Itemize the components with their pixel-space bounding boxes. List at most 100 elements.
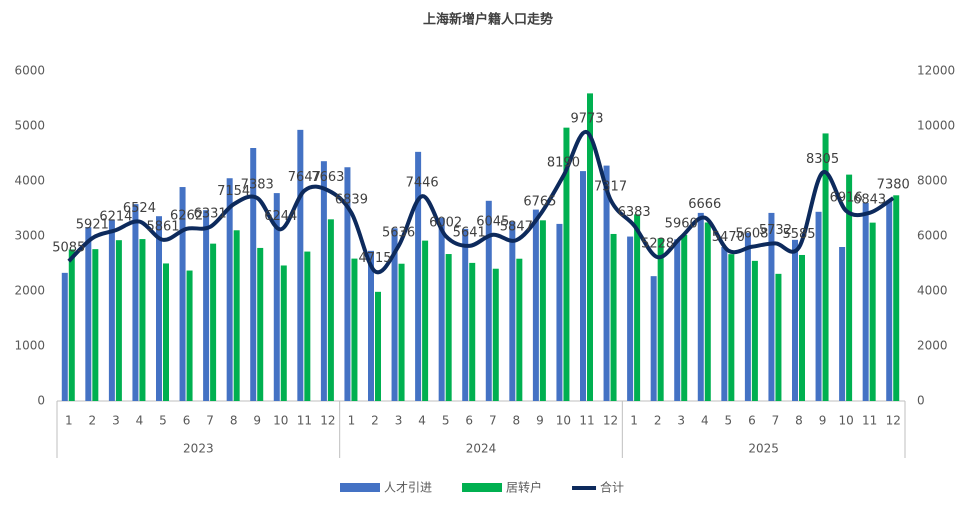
bar (375, 291, 381, 401)
y-tick-label: 5000 (14, 119, 45, 133)
data-label: 8190 (547, 155, 580, 170)
bar (297, 129, 304, 401)
x-tick-label: 11 (297, 414, 312, 428)
data-label: 5641 (453, 225, 486, 240)
bar (822, 133, 829, 402)
data-label: 7663 (311, 170, 344, 185)
x-tick-label: 6 (748, 414, 756, 428)
bar (422, 240, 429, 401)
bar (485, 200, 492, 401)
bar (674, 239, 681, 401)
x-tick-label: 7 (489, 414, 497, 428)
x-group-label: 2024 (466, 442, 497, 456)
x-tick-label: 9 (253, 414, 261, 428)
y2-tick-label: 6000 (917, 229, 948, 243)
y2-tick-label: 2000 (917, 339, 948, 353)
data-label: 6916 (830, 190, 863, 205)
bar (704, 222, 711, 401)
x-tick-label: 7 (772, 414, 780, 428)
legend-label: 合计 (600, 480, 624, 495)
data-label: 4715 (358, 251, 391, 266)
bar (657, 238, 664, 401)
y2-tick-label: 8000 (917, 174, 948, 188)
y-tick-label: 6000 (14, 64, 45, 78)
x-tick-label: 1 (348, 414, 356, 428)
bar (233, 230, 240, 401)
bar (681, 234, 688, 401)
legend-swatch (462, 483, 503, 492)
data-label: 5861 (146, 219, 179, 234)
data-label: 6002 (429, 215, 462, 230)
data-label: 6839 (335, 192, 368, 207)
data-label: 5585 (782, 227, 815, 242)
bar (862, 203, 869, 401)
x-tick-label: 12 (320, 414, 335, 428)
data-label: 7383 (241, 177, 274, 192)
data-label: 5228 (641, 237, 674, 252)
bar (697, 212, 704, 401)
bar (156, 216, 162, 401)
x-tick-label: 4 (418, 414, 426, 428)
bar (886, 200, 893, 401)
y2-tick-label: 4000 (917, 284, 948, 298)
data-label: 6383 (618, 205, 651, 220)
y2-tick-label: 0 (917, 394, 925, 408)
y2-tick-label: 10000 (917, 119, 955, 133)
bar (775, 273, 782, 401)
data-label: 6331 (194, 206, 227, 221)
y-tick-label: 3000 (14, 229, 45, 243)
bar (815, 211, 822, 401)
bar (556, 223, 563, 401)
bar (61, 272, 68, 401)
bar (210, 243, 217, 401)
bar (327, 219, 334, 401)
bar (273, 193, 280, 401)
data-label: 7647 (288, 170, 321, 185)
bar (85, 227, 92, 401)
bar (532, 209, 539, 401)
data-label: 7446 (406, 176, 439, 191)
y-tick-label: 0 (37, 394, 45, 408)
bar (846, 174, 853, 401)
x-tick-label: 11 (579, 414, 594, 428)
y-tick-label: 1000 (14, 339, 45, 353)
x-tick-label: 4 (701, 414, 709, 428)
legend-label: 居转户 (506, 480, 542, 495)
x-tick-label: 9 (819, 414, 827, 428)
bar (186, 270, 193, 401)
data-label: 5921 (76, 218, 109, 233)
bar (139, 239, 146, 401)
legend-label: 人才引进 (384, 481, 432, 495)
x-tick-label: 12 (603, 414, 618, 428)
bar (650, 276, 657, 401)
bar (839, 247, 846, 401)
x-tick-label: 10 (838, 414, 853, 428)
data-label: 6214 (99, 210, 132, 225)
x-tick-label: 2 (371, 414, 379, 428)
bar (469, 262, 476, 401)
bar (462, 228, 469, 401)
bar (492, 268, 499, 401)
bar (509, 221, 516, 401)
bar (368, 250, 374, 401)
x-tick-label: 5 (159, 414, 167, 428)
data-label: 6666 (688, 197, 721, 212)
bar (250, 148, 257, 401)
data-label: 5085 (52, 241, 85, 256)
bar (398, 263, 405, 401)
bar (792, 239, 798, 401)
x-tick-label: 6 (465, 414, 473, 428)
x-tick-label: 5 (725, 414, 733, 428)
bar (415, 151, 422, 401)
bar (68, 249, 75, 401)
line (67, 130, 895, 275)
x-tick-label: 1 (630, 414, 638, 428)
bar (580, 171, 586, 401)
x-tick-label: 8 (795, 414, 803, 428)
data-label: 8305 (806, 152, 839, 167)
bar (132, 204, 139, 401)
bar (438, 217, 445, 401)
x-tick-label: 12 (886, 414, 901, 428)
data-label: 6765 (523, 194, 556, 209)
